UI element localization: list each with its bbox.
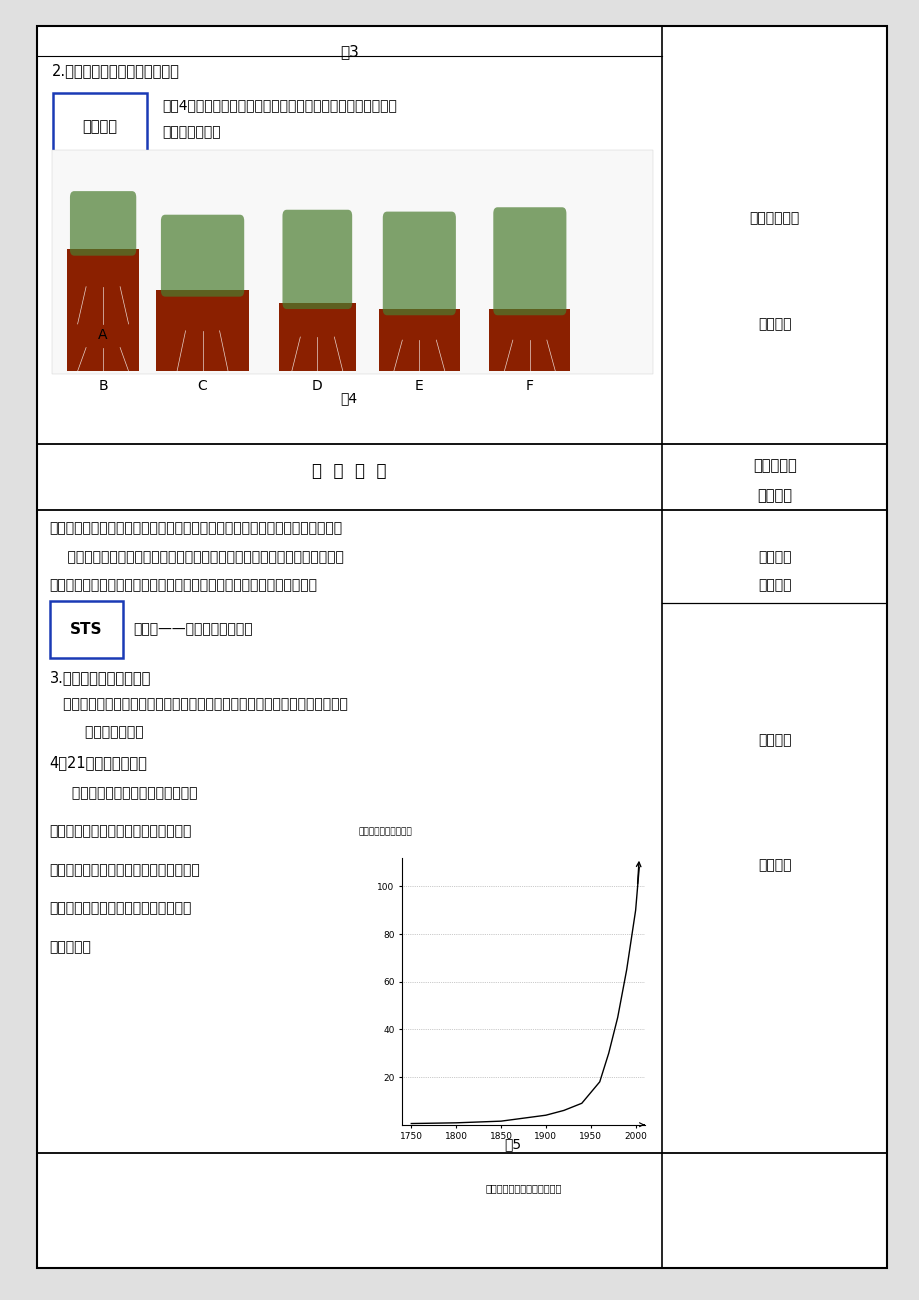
Text: 图5: 图5 [504, 1138, 521, 1150]
Text: 教师讲解: 教师讲解 [757, 733, 790, 748]
Text: D: D [312, 378, 323, 393]
FancyBboxPatch shape [278, 303, 356, 370]
Text: 分组讨论: 分组讨论 [757, 578, 790, 593]
Text: 2.能量转移和能量转化的方向性: 2.能量转移和能量转化的方向性 [52, 64, 180, 78]
Text: 世界能源消耗增长和发展趋势: 世界能源消耗增长和发展趋势 [484, 1183, 561, 1193]
Text: A: A [98, 328, 108, 342]
FancyBboxPatch shape [489, 309, 570, 370]
Text: 师：豆子的生长如果按相反顺序是不会发生的，自然界的过程也是有方向性的。: 师：豆子的生长如果按相反顺序是不会发生的，自然界的过程也是有方向性的。 [50, 521, 342, 536]
Text: 时间分配: 时间分配 [756, 488, 791, 503]
Text: 能耗：（亿吨标准煤）: 能耗：（亿吨标准煤） [358, 828, 412, 836]
Text: 能量的转移和转化也都是有方向性的。我们是在能量的转化或转移的过程中: 能量的转移和转化也都是有方向性的。我们是在能量的转化或转移的过程中 [50, 550, 343, 564]
Text: 讨论：人类在能源革命的进程中给自己带来了便利，也给自己造成了麻烦，说: 讨论：人类在能源革命的进程中给自己带来了便利，也给自己造成了麻烦，说 [50, 698, 347, 711]
FancyBboxPatch shape [37, 26, 886, 1268]
Text: 图4: 图4 [340, 391, 357, 406]
FancyBboxPatch shape [52, 150, 652, 373]
FancyBboxPatch shape [50, 601, 122, 658]
Text: 利用能量的，因此，不是什么能量都可以利用，能源的利用是有条件的。: 利用能量的，因此，不是什么能量都可以利用，能源的利用是有条件的。 [50, 578, 317, 593]
Text: 学生阅读: 学生阅读 [757, 550, 790, 564]
Text: F: F [526, 378, 533, 393]
Text: 想想议议: 想想议议 [83, 120, 118, 134]
Text: STS: STS [70, 621, 102, 637]
FancyBboxPatch shape [282, 209, 352, 309]
Text: 《灾害——失控的能量释放》: 《灾害——失控的能量释放》 [132, 623, 252, 637]
Text: 学生动脑思考: 学生动脑思考 [749, 212, 799, 225]
FancyBboxPatch shape [53, 94, 147, 160]
FancyBboxPatch shape [379, 309, 460, 370]
Text: 化石能源将日益减少，最终将枯竭，必: 化石能源将日益减少，最终将枯竭，必 [50, 824, 192, 839]
FancyBboxPatch shape [67, 250, 139, 324]
Text: 3.能源消耗对环境的影响: 3.能源消耗对环境的影响 [50, 671, 151, 685]
FancyBboxPatch shape [493, 207, 566, 316]
FancyBboxPatch shape [155, 290, 249, 370]
Text: 如图4所示，是豆子生长过程，不过次序已经打乱，请你按照正: 如图4所示，是豆子生长过程，不过次序已经打乱，请你按照正 [163, 98, 397, 112]
Text: 分组交流: 分组交流 [757, 317, 790, 332]
FancyBboxPatch shape [161, 214, 244, 296]
Text: 能源消耗的迅速增长，地球储存的: 能源消耗的迅速增长，地球储存的 [50, 785, 197, 800]
Text: 须不断开发新能源，提高能源的利用律，: 须不断开发新能源，提高能源的利用律， [50, 863, 200, 876]
Text: 一说你的看法？: 一说你的看法？ [50, 725, 143, 738]
Text: C: C [198, 378, 207, 393]
Text: 学生思考: 学生思考 [757, 858, 790, 872]
Text: B: B [98, 378, 108, 393]
Text: 确的顺序排列。: 确的顺序排列。 [163, 125, 221, 139]
Text: 教  学  内  容: 教 学 内 容 [312, 462, 386, 480]
Text: 教学互动及: 教学互动及 [752, 458, 796, 473]
FancyBboxPatch shape [382, 212, 456, 316]
FancyBboxPatch shape [67, 324, 139, 370]
Text: 图3: 图3 [339, 44, 358, 60]
FancyBboxPatch shape [70, 191, 136, 256]
Text: 4．21世纪的能源趋势: 4．21世纪的能源趋势 [50, 755, 147, 770]
Text: E: E [414, 378, 424, 393]
Text: 同时要节约能源，这是解决能源危机的: 同时要节约能源，这是解决能源危机的 [50, 901, 192, 915]
Text: 主要途径。: 主要途径。 [50, 940, 91, 954]
